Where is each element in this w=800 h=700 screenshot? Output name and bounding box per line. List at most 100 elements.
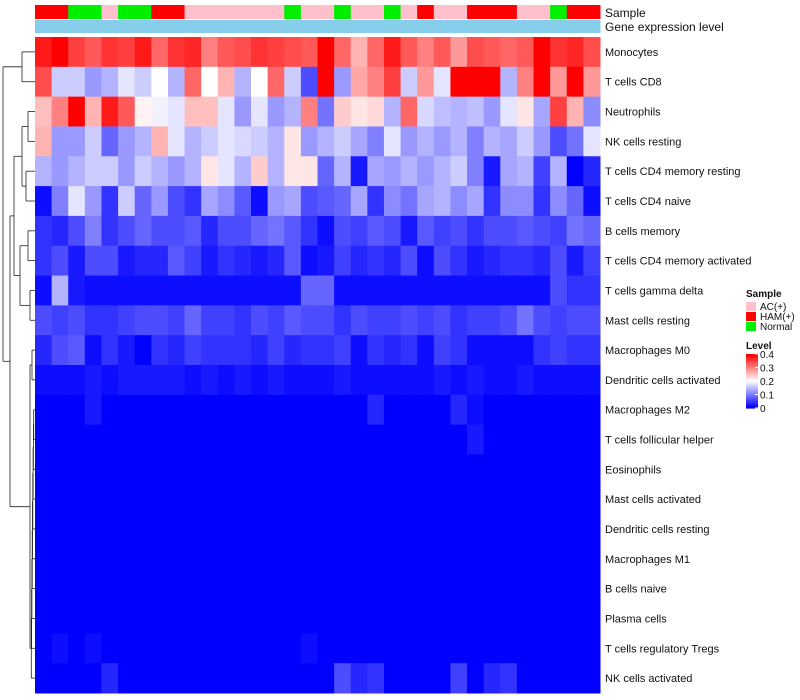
heatmap-cell xyxy=(184,394,202,426)
heatmap-cell xyxy=(234,394,252,426)
heatmap-cell xyxy=(184,156,202,187)
heatmap-cell xyxy=(118,365,136,396)
heatmap-cell xyxy=(334,215,352,247)
heatmap-cell xyxy=(550,573,568,605)
heatmap-cell xyxy=(417,514,435,545)
heatmap-cell xyxy=(300,245,318,277)
heatmap-cell xyxy=(234,186,252,217)
heatmap-cell xyxy=(550,514,568,545)
heatmap-cell xyxy=(400,156,418,187)
expression-cell xyxy=(383,20,402,33)
heatmap-cell xyxy=(134,365,152,396)
heatmap-cell xyxy=(566,335,584,366)
heatmap-cell xyxy=(566,365,584,396)
heatmap-cell xyxy=(84,66,102,98)
heatmap-cell xyxy=(450,514,468,545)
heatmap-cell xyxy=(516,275,535,306)
level-legend-gradient xyxy=(746,393,758,396)
heatmap-cell xyxy=(516,394,535,426)
heatmap-cell xyxy=(51,66,69,98)
heatmap-cell xyxy=(118,454,136,485)
heatmap-cell xyxy=(51,186,69,217)
heatmap-cell xyxy=(566,543,584,575)
heatmap-cell xyxy=(566,394,584,426)
heatmap-cell xyxy=(118,663,136,694)
row-label: NK cells activated xyxy=(605,673,692,685)
heatmap-cell xyxy=(251,543,269,575)
level-legend-tick-label: 0 xyxy=(760,404,766,415)
level-legend-tick-label: 0.4 xyxy=(760,350,774,361)
heatmap-cell xyxy=(201,245,219,277)
heatmap-cell xyxy=(450,245,468,277)
level-legend-gradient xyxy=(746,371,758,374)
heatmap-cell xyxy=(400,514,418,545)
heatmap-cell xyxy=(367,245,385,277)
heatmap-cell xyxy=(284,573,302,605)
heatmap-cell xyxy=(367,186,385,217)
heatmap-cell xyxy=(217,633,235,664)
heatmap-cell xyxy=(400,573,418,605)
heatmap-cell xyxy=(433,335,451,366)
heatmap-cells xyxy=(35,37,601,694)
heatmap-cell xyxy=(167,37,186,68)
heatmap-cell xyxy=(217,484,235,515)
heatmap-cell xyxy=(167,275,186,306)
heatmap-cell xyxy=(550,215,568,247)
heatmap-cell xyxy=(267,215,285,247)
level-legend-gradient xyxy=(746,399,758,402)
heatmap-cell xyxy=(184,633,202,664)
heatmap-cell xyxy=(118,66,136,98)
level-legend-gradient xyxy=(746,356,758,359)
heatmap-cell xyxy=(35,603,53,634)
heatmap-cell xyxy=(267,424,285,455)
heatmap-cell xyxy=(317,543,335,575)
expression-cell xyxy=(550,20,568,33)
expression-cell xyxy=(300,20,318,33)
heatmap-cell xyxy=(84,215,102,247)
heatmap-cell xyxy=(68,66,86,98)
heatmap-cell xyxy=(483,305,501,336)
heatmap-cell xyxy=(317,663,335,694)
sample-cell xyxy=(84,5,102,19)
heatmap-cell xyxy=(151,275,169,306)
heatmap-cell xyxy=(383,215,402,247)
expression-cell xyxy=(101,20,119,33)
heatmap-cell xyxy=(35,275,53,306)
heatmap-cell xyxy=(483,484,501,515)
heatmap-cell xyxy=(516,543,535,575)
level-legend-gradient xyxy=(746,387,758,390)
heatmap-cell xyxy=(533,365,551,396)
level-legend-title: Level xyxy=(746,341,772,352)
sample-cell xyxy=(300,5,318,19)
heatmap-cell xyxy=(267,96,285,127)
heatmap-cell xyxy=(167,573,186,605)
heatmap-cell xyxy=(300,305,318,336)
heatmap-cell xyxy=(151,514,169,545)
heatmap-cell xyxy=(583,37,601,68)
heatmap-cell xyxy=(217,543,235,575)
heatmap-cell xyxy=(483,365,501,396)
heatmap-cell xyxy=(450,186,468,217)
row-label: Dendritic cells resting xyxy=(605,524,710,536)
heatmap-cell xyxy=(68,633,86,664)
heatmap-cell xyxy=(467,394,485,426)
heatmap-cell xyxy=(334,37,352,68)
heatmap-cell xyxy=(300,573,318,605)
heatmap-cell xyxy=(84,543,102,575)
heatmap-cell xyxy=(433,245,451,277)
heatmap-cell xyxy=(550,603,568,634)
heatmap-cell xyxy=(101,514,119,545)
heatmap-cell xyxy=(201,96,219,127)
heatmap-cell xyxy=(350,186,368,217)
heatmap-cell xyxy=(533,394,551,426)
heatmap-cell xyxy=(583,275,601,306)
heatmap-cell xyxy=(184,365,202,396)
heatmap-cell xyxy=(433,365,451,396)
heatmap-cell xyxy=(467,245,485,277)
heatmap-cell xyxy=(68,454,86,485)
heatmap-cell xyxy=(566,305,584,336)
heatmap-cell xyxy=(267,186,285,217)
sample-cell xyxy=(583,5,601,19)
heatmap-cell xyxy=(367,156,385,187)
heatmap-cell xyxy=(101,543,119,575)
